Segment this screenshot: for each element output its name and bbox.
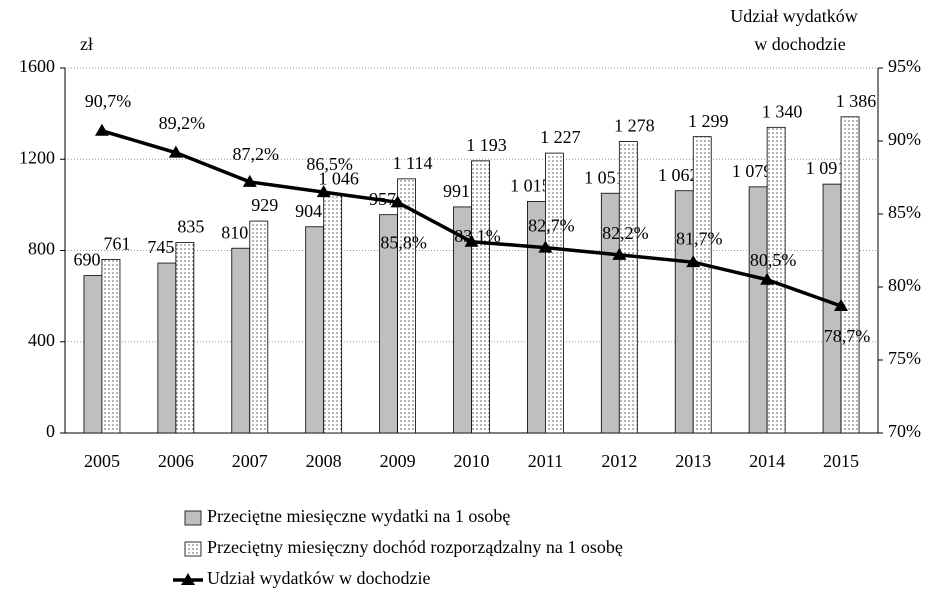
marker xyxy=(168,145,183,158)
legend-swatch xyxy=(181,573,195,585)
legend-label: Przeciętne miesięczne wydatki na 1 osobę xyxy=(207,506,510,526)
y2-tick-label: 70% xyxy=(888,421,921,441)
data-label: 82,7% xyxy=(528,216,575,236)
y-tick-label: 1200 xyxy=(19,147,55,167)
marker xyxy=(686,255,701,268)
legend-label: Przeciętny miesięczny dochód rozporządza… xyxy=(207,537,623,557)
x-tick-label: 2013 xyxy=(675,451,711,471)
data-label: 80,5% xyxy=(750,250,797,270)
data-label: 1 051 xyxy=(584,167,625,187)
x-tick-label: 2015 xyxy=(823,451,859,471)
y-axis-label: zł xyxy=(80,34,93,54)
data-label: 1 114 xyxy=(393,153,433,173)
y2-axis-label: w dochodzie xyxy=(754,34,845,54)
marker xyxy=(316,185,331,198)
data-label: 89,2% xyxy=(159,113,206,133)
data-label: 1 278 xyxy=(614,116,655,136)
bar xyxy=(305,226,325,434)
data-label: 1 386 xyxy=(836,91,877,111)
bar xyxy=(175,242,195,434)
x-tick-label: 2010 xyxy=(454,451,490,471)
marker xyxy=(390,195,405,208)
y2-tick-label: 90% xyxy=(888,129,921,149)
data-label: 1 046 xyxy=(318,169,359,189)
y2-tick-label: 85% xyxy=(888,202,921,222)
y2-tick-label: 75% xyxy=(888,348,921,368)
bar xyxy=(157,262,177,434)
bar xyxy=(83,275,103,434)
data-label: 87,2% xyxy=(233,144,280,164)
data-label: 991 xyxy=(443,181,470,201)
marker xyxy=(612,247,627,260)
data-label: 1 015 xyxy=(510,176,551,196)
marker xyxy=(242,174,257,187)
data-label: 1 299 xyxy=(688,111,729,131)
data-label: 1 340 xyxy=(762,101,803,121)
data-label: 85,8% xyxy=(380,232,427,252)
bar xyxy=(692,136,712,434)
data-label: 1 227 xyxy=(540,127,581,147)
bar xyxy=(323,193,343,434)
y2-axis-label: Udział wydatków xyxy=(730,6,857,26)
x-tick-label: 2007 xyxy=(232,451,268,471)
data-label: 1 091 xyxy=(806,158,847,178)
y2-tick-label: 95% xyxy=(888,56,921,76)
y-tick-label: 400 xyxy=(28,330,55,350)
y-tick-label: 800 xyxy=(28,239,55,259)
bar xyxy=(618,141,638,434)
bar xyxy=(840,116,860,434)
x-tick-label: 2005 xyxy=(84,451,120,471)
bar xyxy=(231,247,251,434)
legend-swatch xyxy=(184,541,202,557)
x-tick-label: 2008 xyxy=(306,451,342,471)
data-label: 810 xyxy=(221,222,248,242)
marker xyxy=(760,272,775,285)
legend-swatch xyxy=(184,510,202,526)
marker xyxy=(94,123,109,136)
bar xyxy=(545,152,564,434)
bar xyxy=(397,178,416,434)
data-label: 1 079 xyxy=(732,161,773,181)
y-tick-label: 1600 xyxy=(19,56,55,76)
bar xyxy=(101,258,121,434)
data-label: 86,5% xyxy=(306,154,353,174)
data-label: 745 xyxy=(147,237,174,257)
bar xyxy=(249,220,269,434)
marker xyxy=(834,298,849,311)
x-tick-label: 2011 xyxy=(528,451,563,471)
bar xyxy=(471,160,490,434)
x-tick-label: 2009 xyxy=(380,451,416,471)
data-label: 81,7% xyxy=(676,228,723,248)
legend-label: Udział wydatków w dochodzie xyxy=(207,568,430,588)
data-label: 835 xyxy=(177,217,204,237)
data-label: 904 xyxy=(295,201,322,221)
data-label: 90,7% xyxy=(85,91,132,111)
data-label: 690 xyxy=(73,250,100,270)
data-label: 929 xyxy=(251,195,278,215)
x-tick-label: 2012 xyxy=(601,451,637,471)
bar xyxy=(674,190,694,434)
data-label: 83,1% xyxy=(454,226,501,246)
bar xyxy=(527,201,546,434)
bar xyxy=(748,186,768,434)
marker xyxy=(464,234,479,247)
marker xyxy=(538,240,553,253)
data-label: 761 xyxy=(103,234,130,254)
data-label: 82,2% xyxy=(602,223,649,243)
data-label: 78,7% xyxy=(824,326,871,346)
y2-tick-label: 80% xyxy=(888,275,921,295)
data-label: 1 193 xyxy=(466,135,507,155)
data-label: 1 062 xyxy=(658,165,699,185)
y-tick-label: 0 xyxy=(46,421,55,441)
x-tick-label: 2014 xyxy=(749,451,785,471)
x-tick-label: 2006 xyxy=(158,451,194,471)
